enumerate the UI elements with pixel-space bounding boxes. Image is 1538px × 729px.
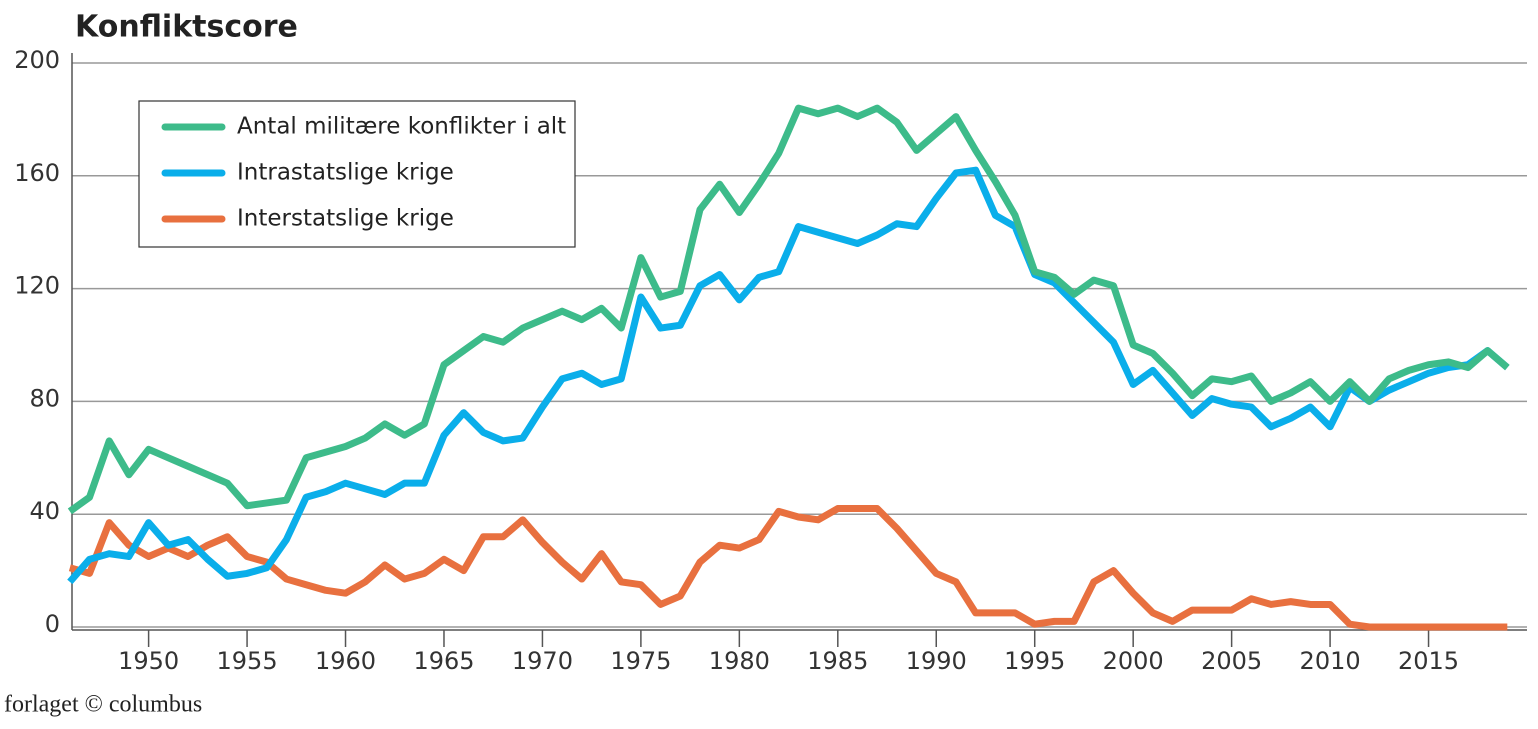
x-tick-label: 1965 (413, 647, 474, 675)
x-tick-label: 1980 (709, 647, 770, 675)
y-tick-label: 40 (29, 497, 60, 525)
y-tick-label: 200 (14, 46, 60, 74)
y-tick-label: 160 (14, 159, 60, 187)
x-tick-label: 2010 (1300, 647, 1361, 675)
x-tick-label: 2015 (1398, 647, 1459, 675)
x-tick-label: 1950 (118, 647, 179, 675)
x-tick-label: 1975 (610, 647, 671, 675)
y-tick-label: 120 (14, 272, 60, 300)
series-line (67, 166, 1510, 585)
legend-label: Intrastatslige krige (237, 160, 454, 186)
x-tick-label: 2000 (1103, 647, 1164, 675)
legend: Antal militære konflikter i alt Intrastat… (138, 100, 576, 248)
x-tick-label: 1970 (512, 647, 573, 675)
x-tick-label: 2005 (1201, 647, 1262, 675)
y-tick-label: 80 (29, 384, 60, 412)
chart-title: Konfliktscore (75, 10, 298, 45)
legend-label: Interstatslige krige (237, 206, 454, 232)
x-tick-label: 1985 (807, 647, 868, 675)
legend-label: Antal militære konflikter i alt (237, 114, 566, 140)
x-tick-label: 1960 (315, 647, 376, 675)
x-tick-label: 1990 (906, 647, 967, 675)
x-tick-label: 1995 (1004, 647, 1065, 675)
series-line (68, 505, 1508, 631)
credit: forlaget © columbus (4, 692, 202, 718)
series-line (67, 104, 1510, 515)
x-tick-label: 1955 (217, 647, 278, 675)
y-tick-label: 0 (45, 610, 60, 638)
